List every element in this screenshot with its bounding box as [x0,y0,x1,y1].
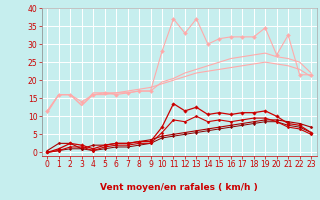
X-axis label: Vent moyen/en rafales ( km/h ): Vent moyen/en rafales ( km/h ) [100,183,258,192]
